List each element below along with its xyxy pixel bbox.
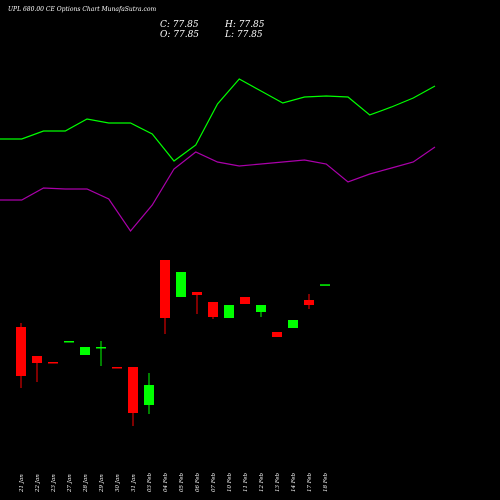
candle-body: [128, 367, 138, 413]
x-tick-label: 21 Jan: [19, 474, 25, 493]
candle-body: [96, 347, 106, 349]
x-tick-label: 29 Jan: [99, 474, 105, 493]
x-tick-label: 10 Feb: [227, 472, 233, 492]
candle-body: [208, 302, 218, 317]
x-tick-label: 17 Feb: [307, 472, 313, 492]
candle-body: [224, 305, 234, 318]
candle-body: [32, 356, 42, 363]
ohlc-close: C: 77.85: [160, 20, 199, 30]
x-tick-label: 18 Feb: [323, 472, 329, 492]
indicator-line: [0, 78, 436, 162]
ohlc-open: O: 77.85: [160, 30, 199, 40]
x-tick-label: 22 Jan: [35, 474, 41, 493]
x-tick-label: 06 Feb: [195, 472, 201, 492]
x-tick-label: 31 Jan: [131, 474, 137, 492]
x-tick-label: 28 Jan: [83, 474, 89, 493]
candle-body: [304, 300, 314, 305]
x-tick-label: 03 Feb: [147, 472, 153, 492]
x-tick-label: 12 Feb: [259, 472, 265, 492]
candle-body: [192, 292, 202, 295]
indicator-line: [0, 146, 436, 232]
candle-body: [288, 320, 298, 328]
x-tick-label: 11 Feb: [243, 472, 249, 492]
x-tick-label: 04 Feb: [163, 472, 169, 492]
ohlc-low: L: 77.85: [224, 30, 263, 40]
candle-body: [112, 367, 122, 369]
x-tick-label: 05 Feb: [179, 472, 185, 492]
candle-body: [64, 341, 74, 343]
candle-body: [48, 362, 58, 364]
x-tick-label: 14 Feb: [291, 472, 297, 492]
x-tick-label: 30 Jan: [115, 474, 121, 492]
candle-body: [256, 305, 266, 312]
x-tick-label: 13 Feb: [275, 472, 281, 492]
x-tick-label: 07 Feb: [211, 472, 217, 492]
ohlc-high: H: 77.85: [224, 20, 265, 30]
candle-body: [320, 284, 330, 286]
candle-body: [144, 385, 154, 405]
x-tick-label: 27 Jan: [67, 474, 73, 493]
chart-title: UPL 680.00 CE Options Chart MunafaSutra.…: [8, 6, 156, 13]
candle-body: [80, 347, 90, 355]
candle-body: [240, 297, 250, 304]
candle-body: [176, 272, 186, 297]
candle-body: [272, 332, 282, 337]
candle-body: [16, 327, 26, 376]
candle-body: [160, 260, 170, 318]
x-tick-label: 23 Jan: [51, 474, 57, 493]
